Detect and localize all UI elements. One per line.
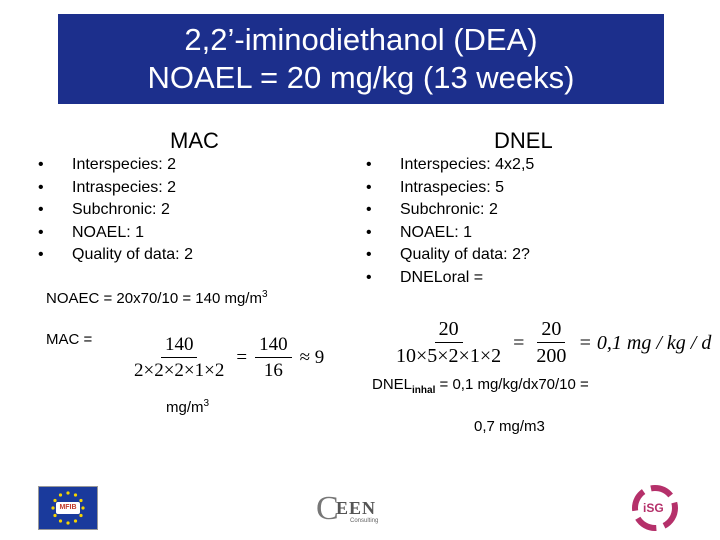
dnel-formula: 20 10×5×2×1×2 = 20 200 = 0,1 mg / kg / d xyxy=(392,318,711,368)
eu-star-icon xyxy=(79,498,83,503)
mfib-label: MFIB xyxy=(56,502,80,514)
list-item: Intraspecies: 5 xyxy=(366,177,534,200)
eu-star-icon xyxy=(79,513,83,518)
mac-formula: 140 2×2×2×1×2 = 140 16 ≈ 9 xyxy=(130,334,324,382)
isg-wordmark: iSG xyxy=(643,501,664,515)
list-item: NOAEL: 1 xyxy=(38,222,193,245)
list-item: Subchronic: 2 xyxy=(366,199,534,222)
mac-heading: MAC xyxy=(170,128,219,153)
eu-star-icon xyxy=(66,521,70,525)
dnel-inhal-result: 0,7 mg/m3 xyxy=(474,418,545,435)
eu-star-icon xyxy=(73,493,78,497)
noaec-line: NOAEC = 20x70/10 = 140 mg/m3 xyxy=(46,289,268,307)
dnel-inhal-line: DNELinhal = 0,1 mg/kg/dx70/10 = xyxy=(372,376,589,396)
list-item: DNELoral = xyxy=(366,267,534,290)
mac-formula-label: MAC = xyxy=(46,331,93,348)
list-item: Interspecies: 2 xyxy=(38,154,193,177)
list-item: Subchronic: 2 xyxy=(38,199,193,222)
eu-star-icon xyxy=(73,519,78,523)
dnel-factor-list: Interspecies: 4x2,5 Intraspecies: 5 Subc… xyxy=(366,154,534,289)
dnel-fraction-1: 20 10×5×2×1×2 xyxy=(396,318,502,367)
slide-title: 2,2’-iminodiethanol (DEA) NOAEL = 20 mg/… xyxy=(58,14,664,104)
list-item: Intraspecies: 2 xyxy=(38,177,193,200)
list-item: Interspecies: 4x2,5 xyxy=(366,154,534,177)
eu-flag-icon xyxy=(39,487,97,529)
mac-factor-list: Interspecies: 2 Intraspecies: 2 Subchron… xyxy=(38,154,193,267)
list-item: NOAEL: 1 xyxy=(366,222,534,245)
dnel-heading: DNEL xyxy=(494,128,553,153)
mac-unit: mg/m3 xyxy=(166,398,210,416)
mac-fraction-1: 140 2×2×2×1×2 xyxy=(134,334,225,381)
ceen-wordmark: EEN xyxy=(336,498,377,518)
title-line-1: 2,2’-iminodiethanol (DEA) xyxy=(184,22,538,57)
isg-logo: iSG xyxy=(624,484,686,532)
mac-fraction-2: 140 16 xyxy=(255,334,292,382)
ceen-logo: C EEN Consulting xyxy=(316,490,396,530)
list-item: Quality of data: 2? xyxy=(366,244,534,267)
title-line-2: NOAEL = 20 mg/kg (13 weeks) xyxy=(147,60,575,95)
ceen-subtitle: Consulting xyxy=(350,518,379,524)
eu-star-icon xyxy=(81,506,85,510)
ceen-c-mark: C xyxy=(316,490,339,527)
isg-hands-icon xyxy=(632,485,678,531)
eu-star-icon xyxy=(66,491,70,495)
eu-star-icon xyxy=(58,519,63,523)
eu-star-icon xyxy=(58,493,63,497)
list-item: Quality of data: 2 xyxy=(38,244,193,267)
eu-star-icon xyxy=(53,513,57,518)
eu-star-icon xyxy=(53,498,57,503)
dnel-fraction-2: 20 200 xyxy=(536,318,567,367)
eu-mfib-logo: MFIB xyxy=(38,486,98,530)
eu-star-icon xyxy=(51,506,55,510)
